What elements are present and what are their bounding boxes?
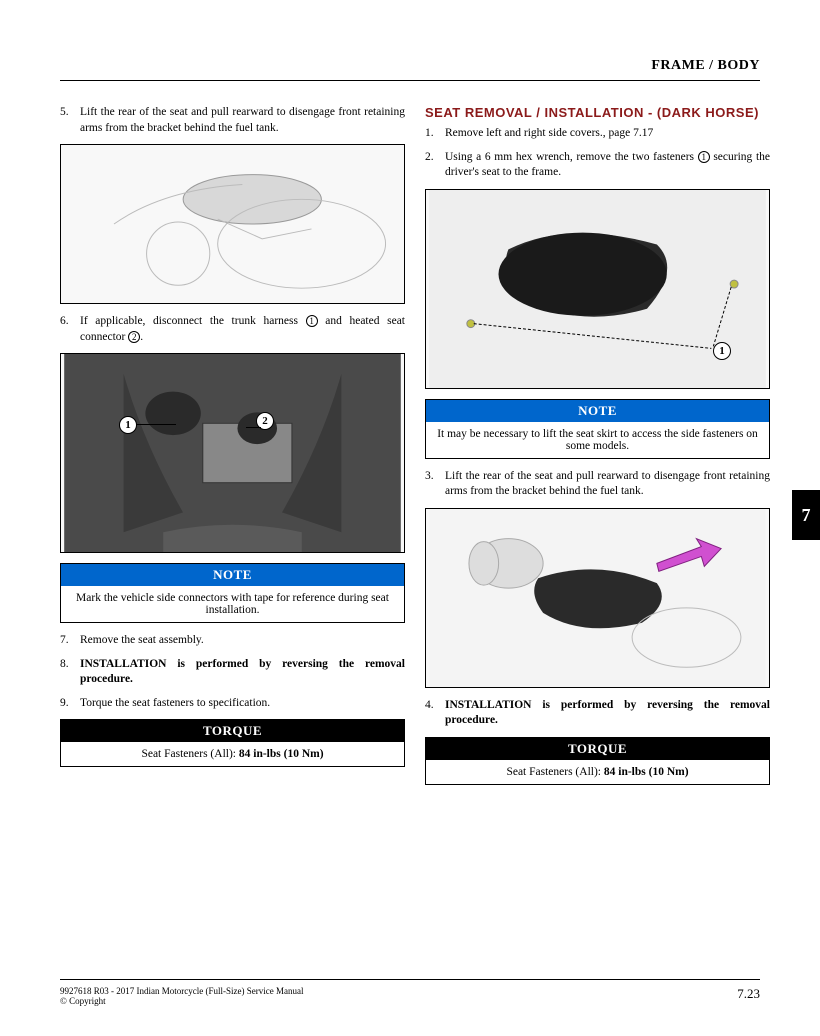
step-num: 3.	[425, 469, 445, 500]
torque-value: 84 in-lbs (10 Nm)	[604, 766, 689, 778]
text-part: .	[140, 331, 143, 343]
section-header: FRAME / BODY	[651, 58, 760, 74]
note-box: NOTE Mark the vehicle side connectors wi…	[60, 563, 405, 623]
header-rule	[60, 80, 760, 81]
diagram-icon	[61, 145, 404, 303]
page-number: 7.23	[737, 986, 760, 1002]
callout-line	[136, 424, 176, 425]
section-heading: SEAT REMOVAL / INSTALLATION - (DARK HORS…	[425, 105, 770, 120]
figure-seat-lift	[60, 144, 405, 304]
figure-seat-pull	[425, 508, 770, 688]
step-5: 5. Lift the rear of the seat and pull re…	[60, 105, 405, 136]
step-text: Using a 6 mm hex wrench, remove the two …	[445, 150, 770, 181]
step-num: 9.	[60, 696, 80, 712]
step-text: Lift the rear of the seat and pull rearw…	[80, 105, 405, 136]
step-num: 4.	[425, 698, 445, 729]
step-6: 6. If applicable, disconnect the trunk h…	[60, 314, 405, 345]
step-4: 4. INSTALLATION is performed by reversin…	[425, 698, 770, 729]
step-2: 2. Using a 6 mm hex wrench, remove the t…	[425, 150, 770, 181]
torque-header: TORQUE	[426, 738, 769, 760]
photo-icon	[61, 354, 404, 552]
callout-ref: 1	[306, 315, 318, 327]
step-9: 9. Torque the seat fasteners to specific…	[60, 696, 405, 712]
step-text: INSTALLATION is performed by reversing t…	[445, 698, 770, 729]
step-num: 8.	[60, 657, 80, 688]
step-num: 1.	[425, 126, 445, 142]
step-1: 1. Remove left and right side covers., p…	[425, 126, 770, 142]
step-3: 3. Lift the rear of the seat and pull re…	[425, 469, 770, 500]
note-body: It may be necessary to lift the seat ski…	[426, 422, 769, 458]
footer-left: 9927618 R03 - 2017 Indian Motorcycle (Fu…	[60, 986, 303, 1006]
callout-line	[246, 427, 261, 428]
torque-body: Seat Fasteners (All): 84 in-lbs (10 Nm)	[61, 742, 404, 766]
step-text: Lift the rear of the seat and pull rearw…	[445, 469, 770, 500]
torque-label: Seat Fasteners (All):	[506, 766, 603, 778]
step-num: 6.	[60, 314, 80, 345]
callout-ref: 2	[128, 331, 140, 343]
step-num: 5.	[60, 105, 80, 136]
step-text: If applicable, disconnect the trunk harn…	[80, 314, 405, 345]
figure-fasteners: 1	[425, 189, 770, 389]
callout-1: 1	[713, 342, 731, 360]
figure-harness: 1 2	[60, 353, 405, 553]
footer-manual-id: 9927618 R03 - 2017 Indian Motorcycle (Fu…	[60, 986, 303, 996]
left-column: 5. Lift the rear of the seat and pull re…	[60, 105, 405, 795]
torque-label: Seat Fasteners (All):	[141, 748, 238, 760]
note-box: NOTE It may be necessary to lift the sea…	[425, 399, 770, 459]
note-body: Mark the vehicle side connectors with ta…	[61, 586, 404, 622]
right-column: SEAT REMOVAL / INSTALLATION - (DARK HORS…	[425, 105, 770, 795]
text-part: Using a 6 mm hex wrench, remove the two …	[445, 151, 698, 163]
step-num: 7.	[60, 633, 80, 649]
note-header: NOTE	[426, 400, 769, 422]
page: FRAME / BODY 7 5. Lift the rear of the s…	[0, 0, 820, 1036]
step-text: INSTALLATION is performed by reversing t…	[80, 657, 405, 688]
torque-box: TORQUE Seat Fasteners (All): 84 in-lbs (…	[60, 719, 405, 767]
chapter-tab: 7	[792, 490, 820, 540]
step-7: 7. Remove the seat assembly.	[60, 633, 405, 649]
torque-body: Seat Fasteners (All): 84 in-lbs (10 Nm)	[426, 760, 769, 784]
page-footer: 9927618 R03 - 2017 Indian Motorcycle (Fu…	[60, 979, 760, 1006]
step-text: Remove left and right side covers., page…	[445, 126, 770, 142]
step-text: Torque the seat fasteners to specificati…	[80, 696, 405, 712]
callout-1: 1	[119, 416, 137, 434]
text-part: If applicable, disconnect the trunk harn…	[80, 315, 306, 327]
content-columns: 5. Lift the rear of the seat and pull re…	[60, 105, 770, 795]
step-num: 2.	[425, 150, 445, 181]
photo-icon	[426, 509, 769, 687]
torque-box: TORQUE Seat Fasteners (All): 84 in-lbs (…	[425, 737, 770, 785]
step-8: 8. INSTALLATION is performed by reversin…	[60, 657, 405, 688]
footer-copyright: © Copyright	[60, 996, 303, 1006]
torque-header: TORQUE	[61, 720, 404, 742]
torque-value: 84 in-lbs (10 Nm)	[239, 748, 324, 760]
callout-ref: 1	[698, 151, 710, 163]
note-header: NOTE	[61, 564, 404, 586]
step-text: Remove the seat assembly.	[80, 633, 405, 649]
